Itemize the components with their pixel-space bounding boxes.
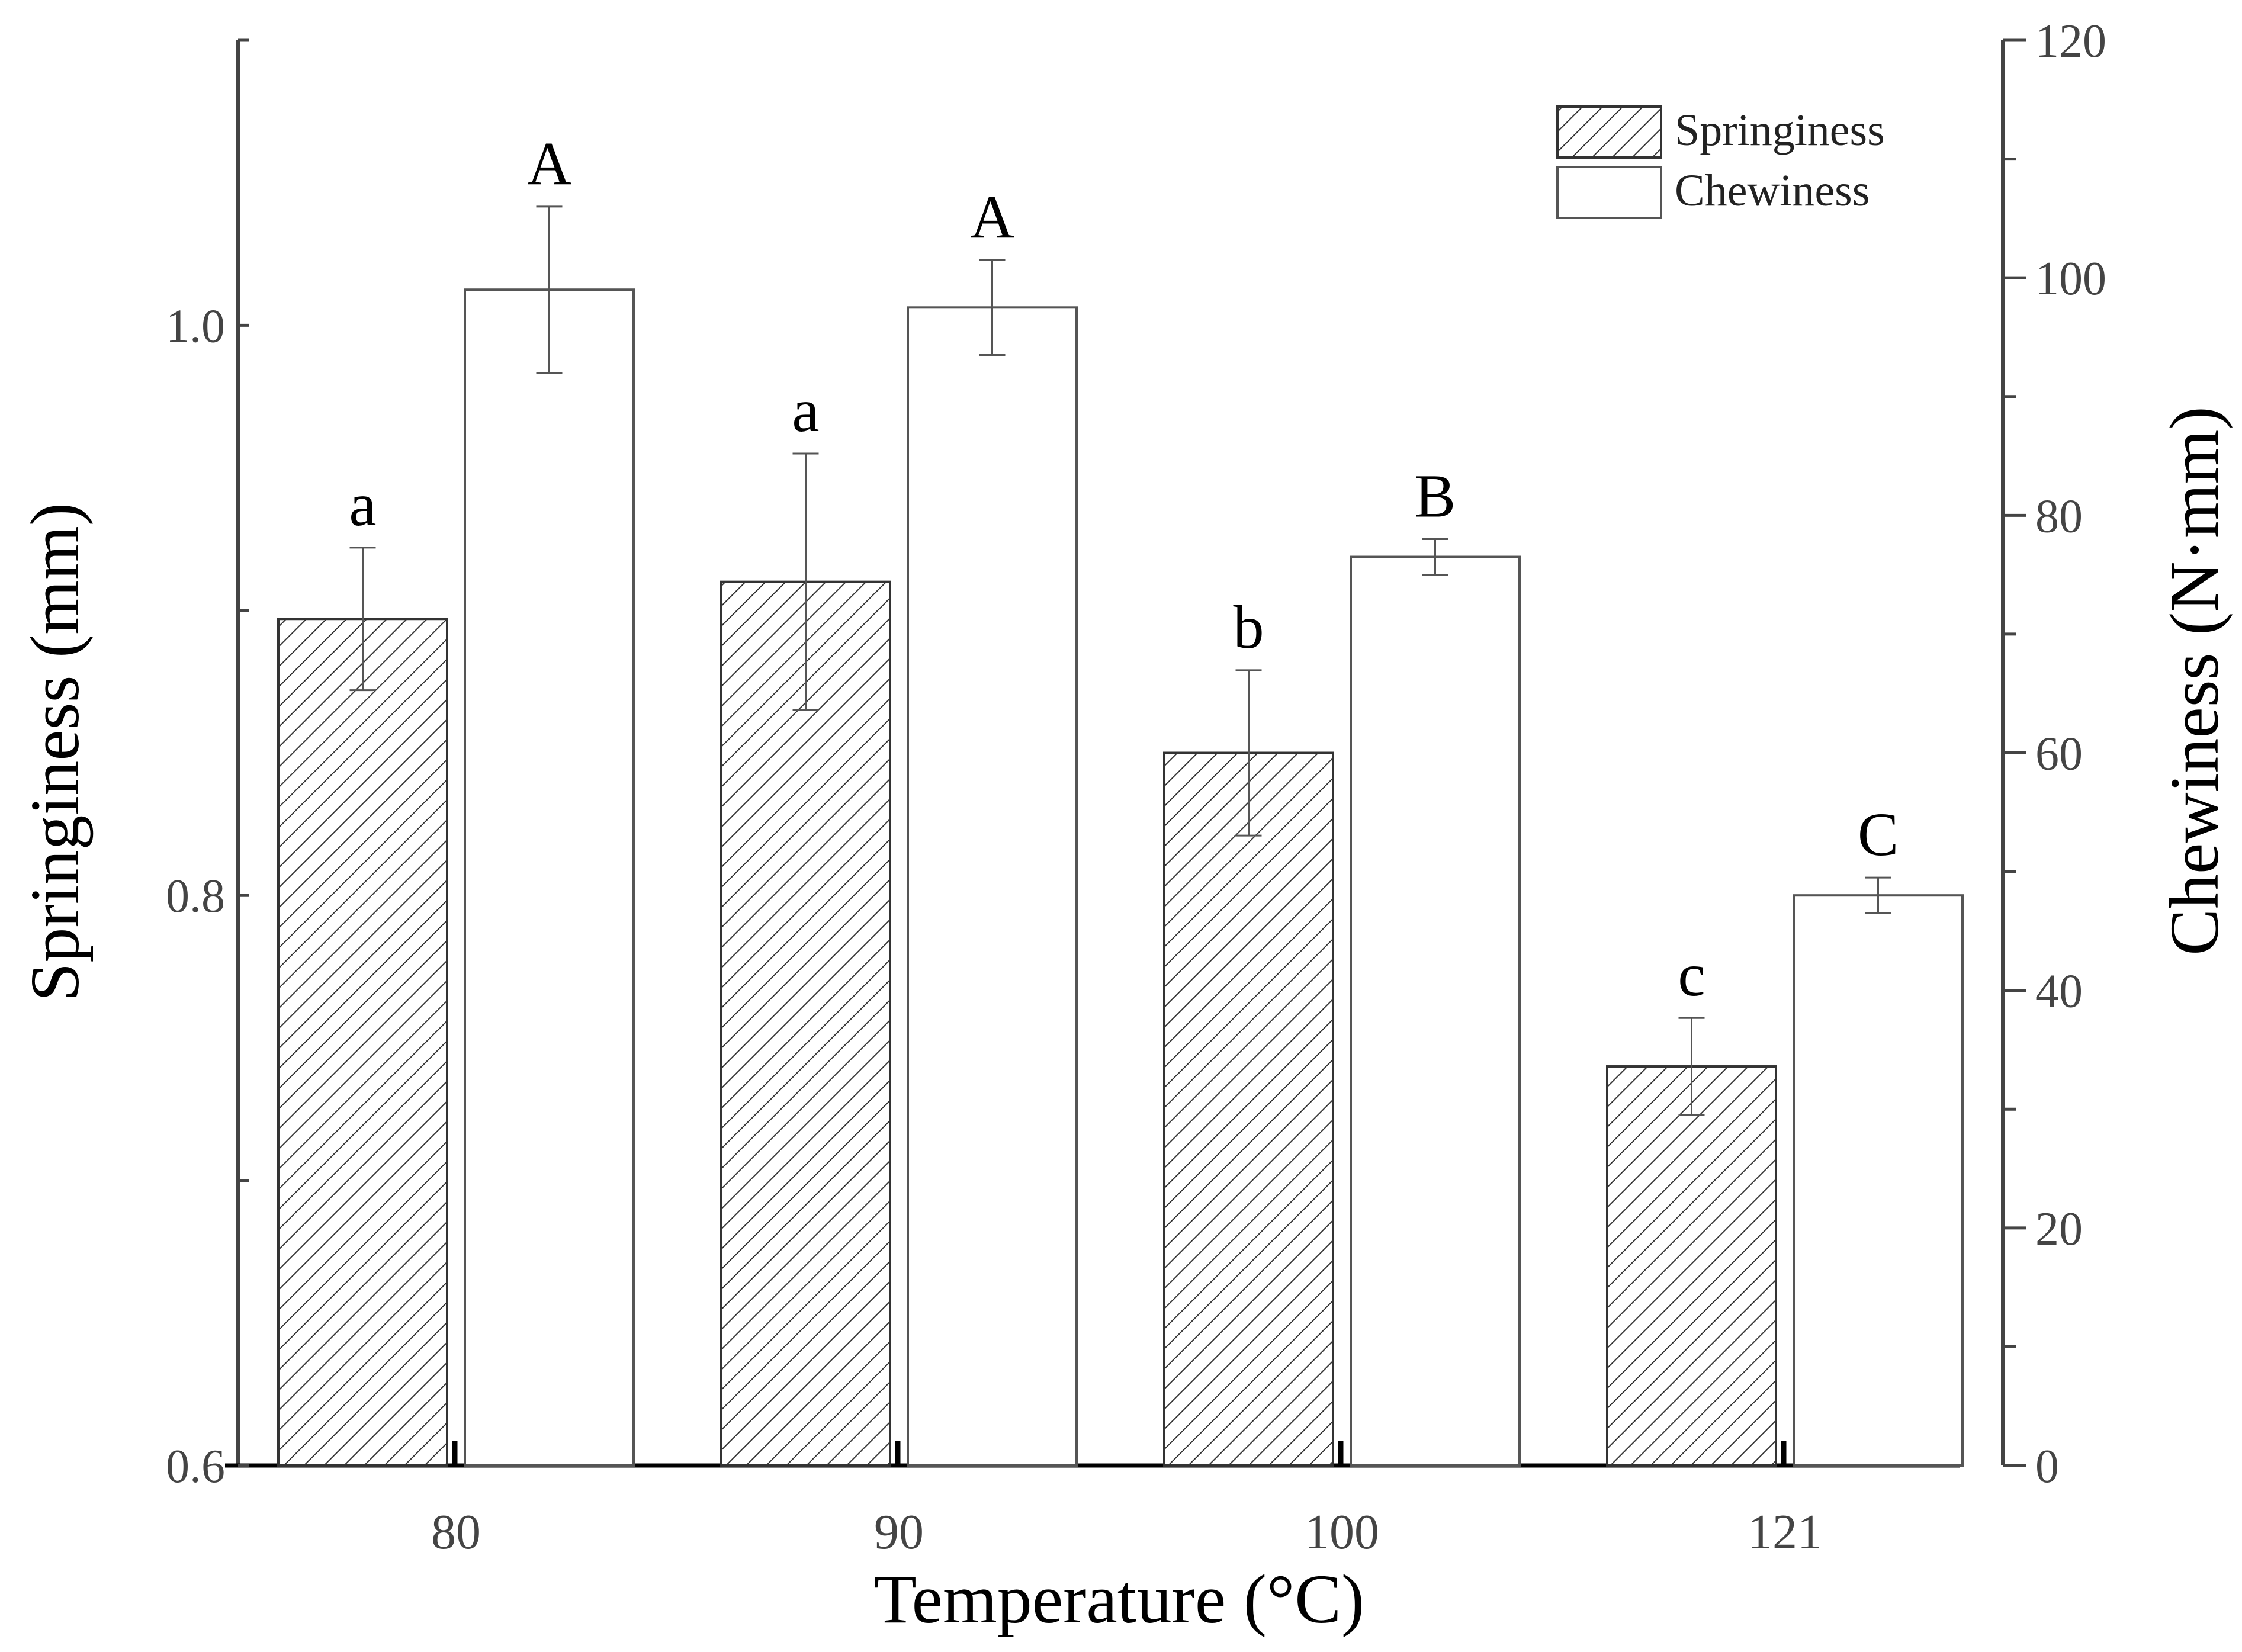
x-axis-title: Temperature (°C) (874, 1560, 1364, 1638)
bar-chewiness-100 (1350, 555, 1521, 1467)
bar-springiness-100 (1163, 751, 1334, 1467)
bar-chewiness-121 (1793, 894, 1964, 1467)
right-y-tick-label: 120 (2035, 15, 2106, 68)
legend-label-springiness: Springiness (1675, 105, 1885, 155)
left-y-axis-title: Springiness (mm) (16, 503, 94, 1001)
bar-chewiness-90 (907, 306, 1078, 1467)
x-tick-label: 121 (1748, 1505, 1822, 1560)
right-y-ticks: 0 20 40 60 80 100 120 (2003, 15, 2106, 1493)
right-y-tick-label: 20 (2035, 1203, 2083, 1255)
significance-letter-springiness-90: a (792, 377, 819, 445)
bar-springiness-80 (277, 618, 448, 1467)
legend-label-chewiness: Chewiness (1675, 166, 1870, 216)
significance-letter-chewiness-100: B (1415, 462, 1456, 530)
left-y-tick-label: 0.8 (166, 870, 225, 923)
bar-springiness-121 (1606, 1065, 1777, 1467)
bar-springiness-90 (720, 580, 891, 1467)
bars: a Aa Ab Bc C (277, 130, 1964, 1467)
right-y-tick-label: 40 (2035, 966, 2083, 1018)
significance-letter-springiness-121: c (1678, 941, 1705, 1009)
right-y-tick-label: 100 (2035, 253, 2106, 305)
left-y-tick-label: 0.6 (166, 1441, 225, 1493)
significance-letter-chewiness-90: A (970, 183, 1014, 251)
significance-letter-chewiness-121: C (1858, 801, 1899, 869)
x-tick-label: 100 (1305, 1505, 1379, 1560)
legend-swatch-chewiness (1556, 166, 1662, 219)
bar-chewiness-80 (464, 288, 635, 1467)
right-y-tick-label: 60 (2035, 728, 2083, 780)
x-tick-label: 90 (874, 1505, 924, 1560)
x-tick-label: 80 (431, 1505, 481, 1560)
right-y-axis-title: Chewiness (N·mm) (2156, 406, 2233, 955)
left-y-ticks: 0.6 0.8 1.0 (166, 38, 249, 1493)
plot-area: 0.6 0.8 1.0 0 20 40 60 80 100 120 80 90 100 121 a Aa… (166, 15, 2106, 1560)
right-y-tick-label: 80 (2035, 490, 2083, 542)
significance-letter-springiness-100: b (1234, 593, 1264, 661)
significance-letter-springiness-80: a (349, 471, 376, 539)
significance-letter-chewiness-80: A (527, 130, 571, 198)
legend: Springiness Chewiness (1556, 105, 1885, 219)
legend-swatch-springiness (1556, 105, 1662, 159)
left-y-tick-label: 1.0 (166, 300, 225, 352)
right-y-tick-label: 0 (2035, 1441, 2059, 1493)
x-ticks: 80 90 100 121 (431, 1441, 1822, 1560)
